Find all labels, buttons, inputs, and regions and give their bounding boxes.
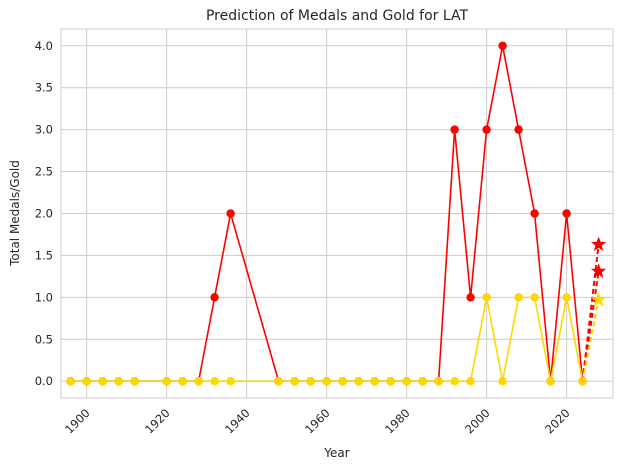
- series-line-1: [70, 296, 584, 383]
- data-point-1: [450, 377, 459, 386]
- y-tick-label: 3.0: [35, 123, 53, 137]
- data-point-1: [546, 377, 555, 386]
- data-point-0: [210, 293, 219, 302]
- data-point-1: [114, 377, 123, 386]
- data-point-1: [370, 377, 379, 386]
- y-tick-label: 4.0: [35, 39, 53, 53]
- data-point-1: [274, 377, 283, 386]
- data-point-1: [434, 377, 443, 386]
- data-point-1: [482, 293, 491, 302]
- prediction-star-0: [590, 263, 607, 278]
- x-tick-label: 2020: [542, 406, 573, 437]
- data-point-1: [306, 377, 315, 386]
- data-point-1: [418, 377, 427, 386]
- data-point-0: [562, 209, 571, 218]
- x-axis-label: Year: [323, 446, 349, 460]
- y-tick-label: 2.5: [35, 165, 53, 179]
- grid: [61, 29, 613, 398]
- series-group: [66, 41, 587, 386]
- y-tick-label: 1.0: [35, 290, 53, 304]
- data-point-1: [402, 377, 411, 386]
- data-point-0: [530, 209, 539, 218]
- data-point-0: [466, 293, 475, 302]
- prediction-group: [581, 236, 607, 382]
- prediction-line-0: [581, 244, 600, 382]
- data-point-1: [130, 377, 139, 386]
- x-tick-label: 2000: [462, 406, 493, 437]
- data-point-1: [210, 377, 219, 386]
- y-tick-label: 0.5: [35, 332, 53, 346]
- data-point-1: [386, 377, 395, 386]
- data-point-1: [194, 377, 203, 386]
- data-point-1: [98, 377, 107, 386]
- data-point-1: [562, 293, 571, 302]
- x-tick-label: 1940: [222, 406, 253, 437]
- data-point-1: [290, 377, 299, 386]
- data-point-1: [498, 377, 507, 386]
- y-axis-label: Total Medals/Gold: [8, 160, 22, 267]
- data-point-1: [354, 377, 363, 386]
- data-point-1: [226, 377, 235, 386]
- data-point-0: [514, 125, 523, 134]
- y-tick-label: 2.0: [35, 207, 53, 221]
- x-tick-labels: 1900 1920 1940 1960 1980 2000 2020: [62, 406, 573, 437]
- data-point-1: [322, 377, 331, 386]
- data-point-0: [482, 125, 491, 134]
- data-point-1: [82, 377, 91, 386]
- data-point-1: [530, 293, 539, 302]
- prediction-line-1: [581, 299, 600, 382]
- data-point-1: [66, 377, 75, 386]
- y-tick-labels: 0.0 0.5 1.0 1.5 2.0 2.5 3.0 3.5 4.0: [35, 39, 53, 388]
- prediction-star-1: [590, 291, 607, 307]
- data-point-0: [226, 209, 235, 218]
- data-point-0: [450, 125, 459, 134]
- x-tick-label: 1980: [382, 406, 413, 437]
- data-point-1: [338, 377, 347, 386]
- y-tick-label: 0.0: [35, 374, 53, 388]
- data-point-1: [162, 377, 171, 386]
- chart-title: Prediction of Medals and Gold for LAT: [206, 8, 468, 24]
- data-point-1: [178, 377, 187, 386]
- prediction-star-0: [590, 236, 607, 251]
- data-point-0: [498, 41, 507, 50]
- data-point-1: [514, 293, 523, 302]
- y-tick-label: 3.5: [35, 81, 53, 95]
- y-tick-label: 1.5: [35, 248, 53, 262]
- data-point-1: [466, 377, 475, 386]
- x-tick-label: 1960: [302, 406, 333, 437]
- x-tick-label: 1900: [62, 406, 93, 437]
- x-tick-label: 1920: [142, 406, 173, 437]
